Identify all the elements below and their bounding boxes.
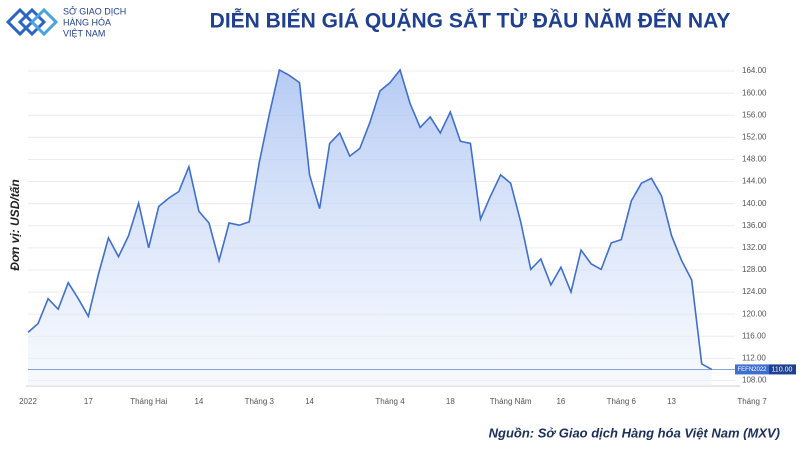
x-tick-label: 14 — [194, 397, 203, 406]
y-tick-label: 112.00 — [742, 353, 766, 362]
logo-text: HÀNG HÓA — [63, 17, 111, 27]
last-value-label: 110.00 — [772, 366, 793, 373]
x-tick-label: Tháng Năm — [490, 397, 532, 406]
logo-text: VIỆT NAM — [63, 28, 105, 38]
y-tick-label: 140.00 — [742, 199, 767, 208]
logo: SỞ GIAO DỊCH HÀNG HÓA VIỆT NAM — [5, 5, 126, 38]
value-tag — [769, 364, 796, 375]
x-tick-label: 14 — [305, 397, 314, 406]
logo-text: SỞ GIAO DỊCH — [63, 5, 126, 16]
series-tag — [735, 364, 769, 375]
x-tick-label: Tháng 4 — [375, 397, 405, 406]
y-tick-label: 164.00 — [742, 66, 767, 75]
source: Nguồn: Sở Giao dịch Hàng hóa Việt Nam (M… — [489, 425, 780, 440]
y-tick-label: 148.00 — [742, 155, 767, 164]
y-tick-label: 144.00 — [742, 177, 767, 186]
x-tick-label: 16 — [556, 397, 565, 406]
y-tick-label: 128.00 — [742, 265, 767, 274]
y-tick-label: 136.00 — [742, 221, 767, 230]
chart-title: DIỄN BIẾN GIÁ QUẶNG SẮT TỪ ĐẦU NĂM ĐẾN N… — [210, 9, 731, 33]
area — [28, 69, 712, 386]
x-tick-label: 2022 — [19, 397, 37, 406]
y-tick-label: 116.00 — [742, 331, 766, 340]
x-tick-label: Tháng 6 — [607, 397, 637, 406]
x-tick-label: Tháng Hai — [130, 397, 167, 406]
y-tick-label: 132.00 — [742, 243, 767, 252]
y-tick-label: 124.00 — [742, 287, 767, 296]
y-axis-label: Đơn vị: USD/tấn — [8, 179, 22, 270]
x-tick-label: 18 — [446, 397, 455, 406]
y-tick-label: 120.00 — [742, 309, 767, 318]
y-tick-label: 152.00 — [742, 132, 767, 141]
x-tick-label: 13 — [667, 397, 676, 406]
x-tick-label: 17 — [84, 397, 93, 406]
line — [27, 68, 713, 371]
y-tick-label: 160.00 — [742, 88, 767, 97]
legend-label: FEFN2022 — [737, 367, 767, 373]
x-tick-label: Tháng 7 — [737, 397, 767, 406]
y-tick-label: 108.00 — [742, 376, 767, 385]
x-tick-label: Tháng 3 — [245, 397, 275, 406]
y-tick-label: 156.00 — [742, 110, 767, 119]
